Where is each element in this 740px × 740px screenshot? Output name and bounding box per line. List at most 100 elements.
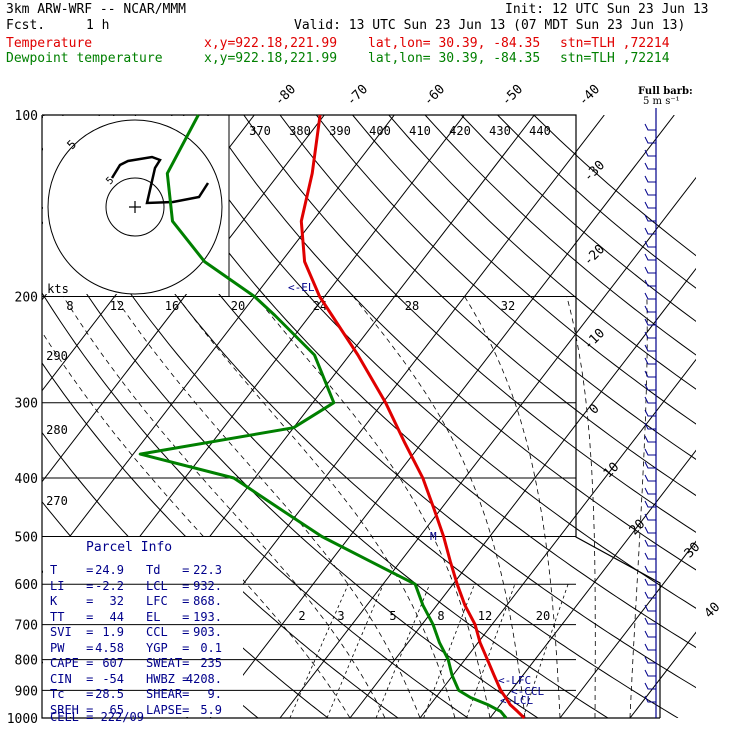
wind-barb bbox=[644, 422, 656, 430]
parcel-info-k2: YGP = bbox=[146, 640, 190, 655]
wind-barb bbox=[644, 175, 656, 183]
pressure-label: 800 bbox=[15, 654, 38, 669]
parcel-info-v2: 0.1 bbox=[200, 640, 222, 655]
hodograph-ring-outer bbox=[47, 119, 223, 295]
dry-adiabat bbox=[315, 115, 696, 460]
isotherm-label: 0 bbox=[586, 401, 602, 417]
isotherm-label: -20 bbox=[581, 242, 608, 269]
theta-label: 400 bbox=[369, 124, 391, 138]
parcel-info-v1: 4.58 bbox=[95, 640, 124, 655]
parcel-info-v2: 5.9 bbox=[200, 702, 222, 717]
wind-barb bbox=[644, 500, 656, 508]
parcel-info-k1: CAPE = bbox=[50, 656, 94, 670]
wind-barb bbox=[644, 201, 656, 209]
hodograph-speed-label: 16 bbox=[165, 299, 179, 313]
wind-barb bbox=[644, 279, 656, 287]
wind-barb bbox=[644, 565, 656, 573]
pressure-label: 400 bbox=[15, 472, 38, 487]
parcel-info-v2: 4208. bbox=[185, 671, 222, 686]
dry-adiabat bbox=[134, 115, 696, 649]
dewpoint-xy: x,y=922.18,221.99 bbox=[204, 51, 338, 66]
wind-barb bbox=[644, 487, 656, 495]
parcel-info-title: Parcel Info bbox=[86, 540, 173, 555]
wind-barb bbox=[644, 591, 656, 599]
mixing-ratio-label: 3 bbox=[337, 609, 344, 623]
wind-barb bbox=[644, 292, 656, 300]
parcel-info-v2: 868. bbox=[193, 594, 222, 608]
dry-adiabat bbox=[207, 115, 696, 571]
parcel-info-k1: T = bbox=[50, 563, 94, 577]
fcst-label: Fcst. bbox=[6, 18, 46, 33]
isotherm-label: -10 bbox=[581, 326, 608, 353]
dewpoint-legend: Dewpoint temperature bbox=[6, 51, 163, 66]
dewpoint-latlon: lat,lon= 30.39, -84.35 bbox=[368, 51, 541, 66]
isotherm-line bbox=[42, 115, 325, 483]
wind-barb bbox=[644, 578, 656, 586]
isotherm-label: 30 bbox=[682, 540, 704, 562]
parcel-info-v1: 32 bbox=[109, 594, 124, 608]
parcel-info-k2: EL = bbox=[146, 609, 190, 624]
theta-label: 420 bbox=[449, 124, 471, 138]
temperature-latlon: lat,lon= 30.39, -84.35 bbox=[368, 36, 541, 51]
parcel-info-v1: -2.2 bbox=[95, 578, 124, 593]
init-time: Init: 12 UTC Sun 23 Jun 13 bbox=[505, 2, 709, 17]
wind-barb bbox=[644, 604, 656, 612]
pressure-label: 900 bbox=[15, 684, 38, 699]
hodograph-ring-inner bbox=[105, 177, 165, 237]
parcel-info-k2: LAPSE= bbox=[146, 702, 190, 717]
theta-label: 440 bbox=[529, 124, 551, 138]
isotherm-label: 10 bbox=[601, 460, 623, 482]
wind-barb bbox=[644, 344, 656, 352]
theta-label: 430 bbox=[489, 124, 511, 138]
pressure-label: 100 bbox=[15, 109, 38, 124]
mixing-ratio-label: 5 bbox=[389, 609, 396, 623]
mixing-ratio-line bbox=[326, 584, 384, 718]
parcel-info-cell: CELL = 222/09 bbox=[50, 710, 144, 724]
hodograph-origin-marker bbox=[129, 201, 141, 213]
parcel-info-k1: LI = bbox=[50, 578, 94, 593]
theta-side-label: 280 bbox=[46, 423, 68, 437]
temperature-legend: Temperature bbox=[6, 36, 93, 51]
isotherm-label: -40 bbox=[576, 82, 603, 109]
parcel-info-v2: 193. bbox=[193, 609, 222, 624]
isotherm-line bbox=[209, 115, 675, 718]
isotherm-line bbox=[279, 176, 696, 718]
mixing-ratio-label: 2 bbox=[298, 609, 305, 623]
pressure-label: 600 bbox=[15, 578, 38, 593]
moist-adiabat bbox=[352, 296, 526, 718]
pressure-label: 300 bbox=[15, 397, 38, 412]
parcel-info-v1: 65 bbox=[109, 702, 124, 717]
wind-barb bbox=[644, 643, 656, 651]
theta-label: 410 bbox=[409, 124, 431, 138]
wind-barb bbox=[644, 318, 656, 326]
wind-barb bbox=[644, 409, 656, 417]
parcel-info-v2: 22.3 bbox=[193, 563, 222, 577]
hodograph-speed-label: kts bbox=[47, 282, 69, 296]
wind-barb bbox=[644, 461, 656, 469]
wind-barb bbox=[644, 253, 656, 261]
wind-barb bbox=[644, 123, 656, 131]
barb-legend-title: Full barb: bbox=[638, 86, 693, 97]
wind-barb bbox=[644, 617, 656, 625]
parcel-info-k2: HWBZ = bbox=[146, 671, 190, 686]
dry-adiabat bbox=[42, 220, 539, 718]
hodograph-speed-label: 12 bbox=[110, 299, 124, 313]
isotherm-line bbox=[489, 449, 696, 718]
moist-adiabat bbox=[114, 296, 421, 718]
wind-barb bbox=[644, 305, 656, 313]
wind-barb bbox=[644, 435, 656, 443]
hodograph-speed-label: 28 bbox=[405, 299, 419, 313]
isotherm-label: -30 bbox=[581, 158, 608, 185]
parcel-info-k2: SWEAT= bbox=[146, 656, 190, 670]
mixing-ratio-label: 20 bbox=[536, 609, 550, 623]
level-marker: <-EL bbox=[288, 281, 315, 294]
hodograph-trace bbox=[110, 155, 210, 205]
parcel-info-k1: SREH = bbox=[50, 702, 94, 717]
isotherm-label: 40 bbox=[702, 600, 724, 622]
wind-barb bbox=[644, 331, 656, 339]
wind-barb bbox=[644, 214, 656, 222]
dry-adiabat bbox=[42, 291, 469, 718]
valid-time: Valid: 13 UTC Sun 23 Jun 13 (07 MDT Sun … bbox=[294, 18, 686, 33]
parcel-info-k2: LCL = bbox=[146, 578, 190, 593]
mixing-ratio-line bbox=[289, 584, 349, 718]
